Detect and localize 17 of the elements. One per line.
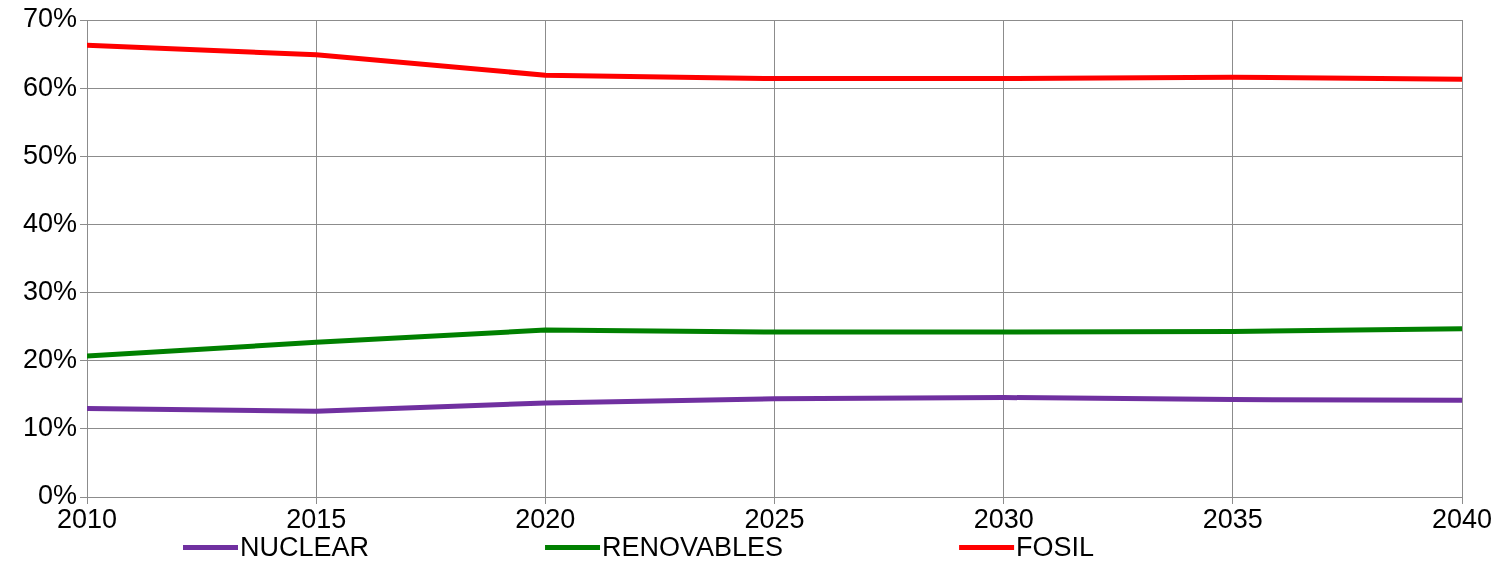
y-tick-label: 10% [22,412,77,443]
y-tick-label: 40% [22,207,77,238]
y-tick-label: 30% [22,276,77,307]
legend-label: NUCLEAR [240,531,370,562]
x-tick-label: 2020 [515,503,576,534]
y-tick-label: 70% [22,3,77,34]
legend-label: RENOVABLES [602,531,784,562]
x-tick-label: 2040 [1431,503,1493,534]
x-tick-label: 2035 [1202,503,1263,534]
x-tick-label: 2015 [286,503,347,534]
y-tick-label: 50% [22,139,77,170]
x-tick-label: 2010 [56,503,118,534]
x-tick-label: 2030 [973,503,1034,534]
y-tick-label: 20% [22,344,77,375]
x-tick-label: 2025 [744,503,805,534]
y-tick-label: 60% [22,71,77,102]
legend-label: FOSIL [1016,531,1095,562]
